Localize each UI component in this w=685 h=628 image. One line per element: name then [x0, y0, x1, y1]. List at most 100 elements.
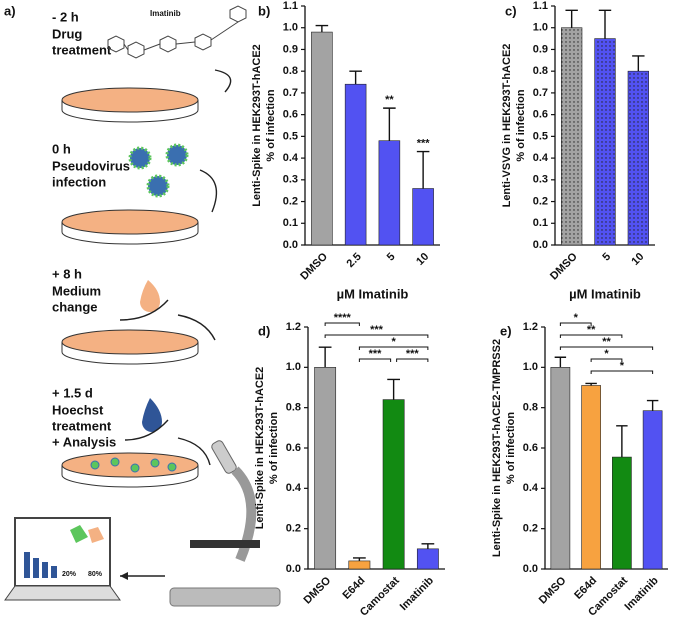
error-bar: [554, 356, 567, 368]
arrow: [199, 169, 218, 213]
dish: [61, 222, 199, 245]
y-tick-label: 0.1: [283, 217, 298, 229]
bar: [550, 367, 571, 570]
drop: [140, 280, 160, 312]
significance-label: ****: [334, 312, 352, 324]
significance-label: ***: [406, 348, 420, 360]
x-tick-label: E64d: [572, 575, 599, 602]
significance-bracket: [559, 346, 654, 350]
error-bar: [416, 150, 430, 189]
dish: [61, 452, 199, 478]
step-text: Hoechst: [52, 402, 104, 417]
significance-bracket: [324, 334, 429, 338]
bar: [642, 410, 663, 570]
y-tick-label: 0.5: [283, 130, 298, 142]
bar: [561, 27, 583, 246]
significance-label: *: [574, 312, 579, 324]
arrow: [119, 299, 169, 321]
significance-label: *: [620, 360, 625, 372]
error-bar: [318, 346, 332, 368]
significance-label: ***: [370, 324, 384, 336]
arrow: [214, 69, 232, 93]
error-bar: [387, 378, 400, 400]
significance-label: *: [604, 348, 609, 360]
y-tick-label: 0.0: [523, 563, 538, 575]
significance-label: ***: [369, 348, 383, 360]
x-tick-label: E64d: [340, 575, 367, 602]
significance-bracket: [324, 322, 360, 326]
arrow: [177, 437, 211, 466]
error-bar: [585, 382, 597, 386]
y-tick-label: 0.2: [286, 523, 301, 535]
y-tick-label: 0.5: [533, 130, 548, 142]
y-tick-label: 0.9: [283, 43, 298, 55]
y-axis-label: Lenti-Spike in HEK293T-hACE2: [251, 44, 263, 207]
y-tick-label: 0.2: [533, 195, 548, 207]
bar: [382, 399, 405, 570]
x-tick-label: 5: [385, 251, 398, 264]
step-text: Medium: [52, 283, 101, 298]
error-bar: [565, 9, 578, 28]
y-tick-label: 1.0: [283, 22, 298, 34]
step-time: 0 h: [52, 141, 71, 156]
y-tick-label: 0.3: [533, 174, 548, 186]
dish: [61, 209, 199, 235]
bar: [344, 83, 367, 246]
y-axis-label: % of infection: [505, 412, 517, 484]
error-bar: [349, 70, 362, 85]
bar: [348, 560, 371, 570]
x-tick-label: 5: [600, 251, 613, 264]
error-bar: [598, 9, 612, 39]
y-tick-label: 1.2: [523, 321, 538, 333]
significance-bracket: [590, 358, 623, 362]
x-tick-label: 2.5: [344, 251, 363, 270]
y-tick-label: 0.2: [523, 523, 538, 535]
x-tick-label: DMSO: [537, 574, 569, 606]
screen-label: 80%: [88, 571, 103, 578]
error-bar: [632, 55, 645, 72]
arrow-head: [120, 572, 128, 580]
y-tick-label: 0.4: [286, 482, 302, 494]
bar: [412, 188, 434, 246]
x-tick-label: DMSO: [298, 250, 330, 282]
y-tick-label: 1.0: [533, 22, 548, 34]
x-tick-label: Imatinib: [398, 574, 437, 613]
y-tick-label: 0.4: [283, 152, 299, 164]
bar: [594, 38, 616, 246]
y-tick-label: 0.6: [533, 109, 548, 121]
microscope: [169, 440, 281, 607]
bar: [627, 70, 649, 246]
step-time: + 8 h: [52, 266, 82, 281]
error-bar: [616, 425, 628, 458]
step-text: Pseudovirus: [52, 158, 130, 173]
error-bar: [383, 107, 396, 141]
error-bar: [421, 543, 435, 549]
y-axis-label: % of infection: [515, 89, 527, 161]
bar: [416, 548, 439, 570]
arrow: [124, 419, 169, 441]
y-tick-label: 1.0: [286, 361, 301, 373]
y-tick-label: 0.6: [286, 442, 301, 454]
panel-a: a) - 2 h Drug treatment Imatinib 0 h Pse…: [4, 3, 281, 607]
bar: [314, 367, 337, 570]
compound-name: Imatinib: [150, 9, 181, 18]
x-tick-label: DMSO: [548, 250, 580, 282]
molecule: [107, 5, 247, 59]
significance-bracket: [590, 370, 654, 374]
y-tick-label: 1.1: [283, 0, 298, 12]
y-tick-label: 0.3: [283, 174, 298, 186]
dish: [61, 100, 199, 123]
step-text: Drug: [52, 26, 82, 41]
y-tick-label: 1.2: [286, 321, 301, 333]
bar: [581, 385, 601, 570]
step-text: treatment: [52, 42, 112, 57]
x-axis-label: µM Imatinib: [569, 286, 641, 301]
y-tick-label: 0.8: [286, 402, 301, 414]
y-tick-label: 0.1: [533, 217, 548, 229]
significance-bracket: [358, 346, 429, 350]
significance-label: **: [602, 336, 611, 348]
significance-bracket: [559, 322, 592, 326]
y-tick-label: 0.7: [533, 87, 548, 99]
y-tick-label: 0.8: [283, 65, 298, 77]
